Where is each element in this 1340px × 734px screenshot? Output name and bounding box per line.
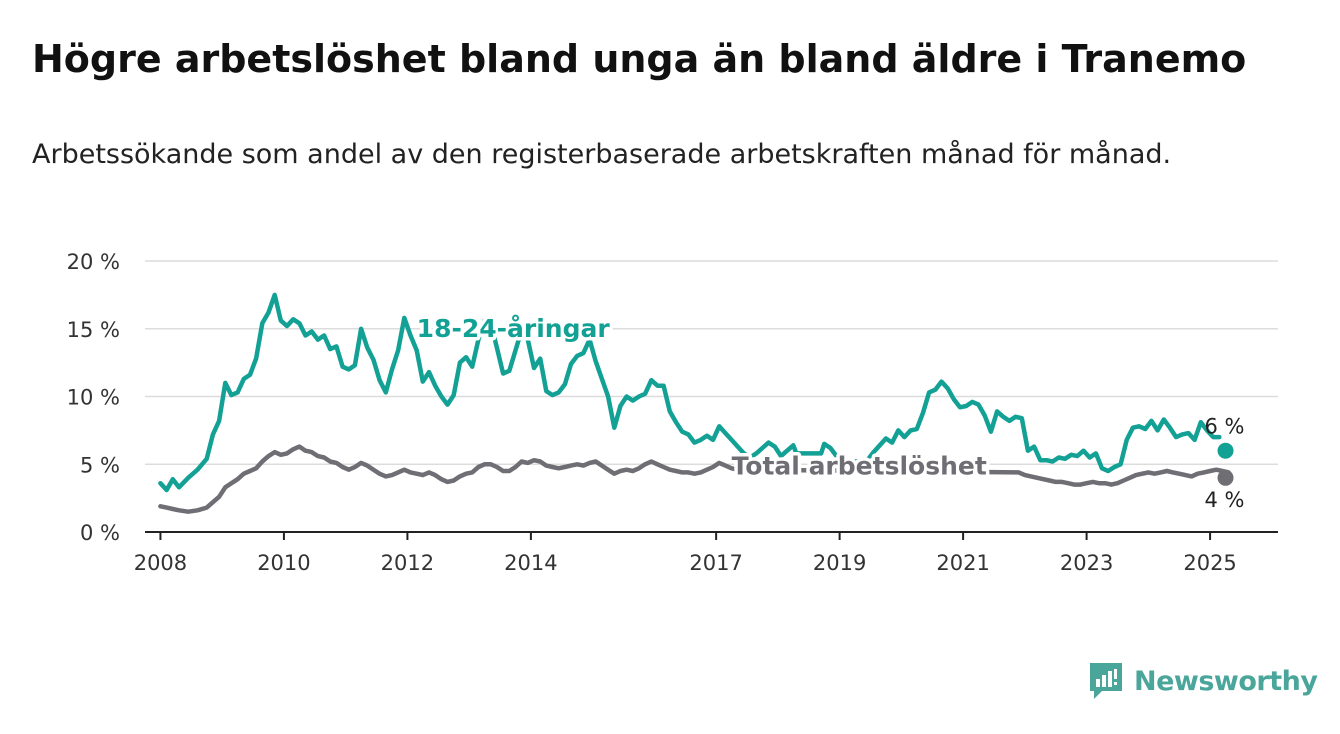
x-tick-label: 2014 <box>504 551 557 575</box>
y-tick-label: 15 % <box>67 318 120 342</box>
newsworthy-logo-icon <box>1090 663 1122 699</box>
x-tick-label: 2008 <box>134 551 187 575</box>
y-tick-label: 20 % <box>67 250 120 274</box>
series-label-total: Total arbetslöshet <box>732 451 987 480</box>
series-line-total <box>158 444 1231 514</box>
series-lines <box>158 292 1231 514</box>
end-marker <box>1217 469 1234 486</box>
end-value-label: 6 % <box>1205 415 1245 439</box>
end-value-label: 4 % <box>1205 488 1245 512</box>
x-tick-label: 2023 <box>1060 551 1113 575</box>
y-tick-label: 10 % <box>67 386 120 410</box>
grid-lines <box>145 260 1278 465</box>
y-tick-label: 5 % <box>80 453 120 477</box>
x-tick-label: 2019 <box>813 551 866 575</box>
y-axis-ticks: 0 % 5 % 10 % 15 % 20 % <box>67 250 120 545</box>
end-marker <box>1217 442 1234 459</box>
series-label-total-halo: Total arbetslöshet <box>732 451 987 480</box>
chart-subtitle: Arbetssökande som andel av den registerb… <box>32 139 1172 170</box>
x-tick-label: 2010 <box>257 551 310 575</box>
x-tick-label: 2012 <box>381 551 434 575</box>
x-axis: 2008 2010 2012 2014 2017 2019 2021 2023 2025 <box>134 531 1278 575</box>
end-markers: 6 % 4 % <box>1205 415 1245 512</box>
y-tick-label: 0 % <box>80 521 120 545</box>
brand-name: Newsworthy <box>1134 665 1318 697</box>
series-label-18-24-halo: 18-24-åringar <box>417 314 611 343</box>
x-tick-label: 2017 <box>689 551 742 575</box>
brand-logo: Newsworthy <box>1088 660 1318 702</box>
chart-title: Högre arbetslöshet bland unga än bland ä… <box>32 37 1247 81</box>
series-line-18-24 <box>158 292 1222 493</box>
x-tick-label: 2025 <box>1183 551 1236 575</box>
x-tick-label: 2021 <box>936 551 989 575</box>
series-label-18-24: 18-24-åringar <box>417 314 611 343</box>
